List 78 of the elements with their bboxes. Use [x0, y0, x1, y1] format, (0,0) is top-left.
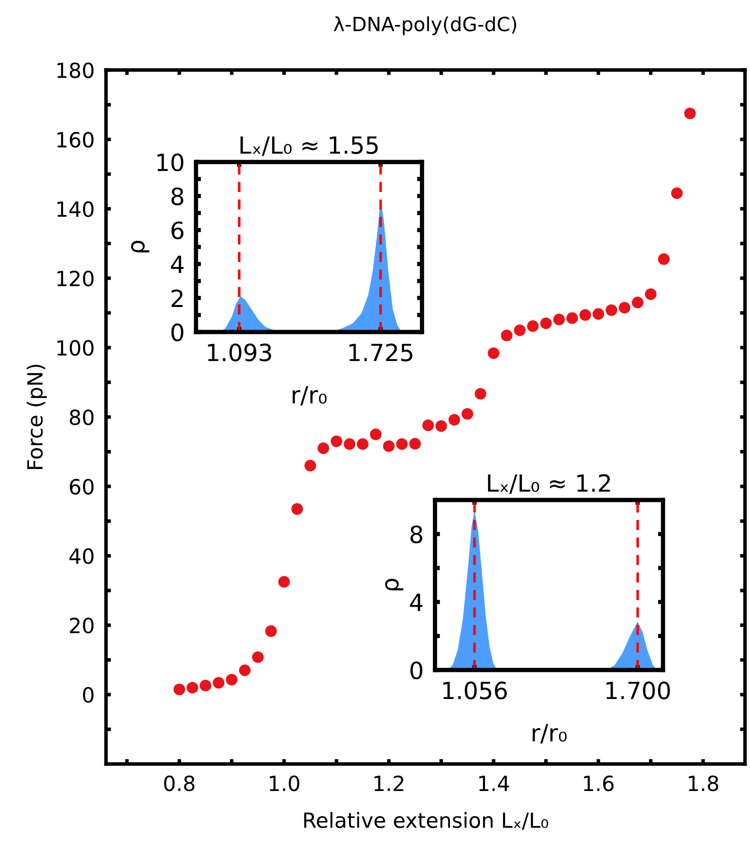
y-tick-label: 20 — [70, 618, 94, 634]
x-tick-label: 1.056 — [443, 682, 507, 700]
point — [396, 438, 408, 450]
point — [252, 651, 264, 663]
chart-title: λ-DNA-poly(dG-dC) — [334, 16, 516, 36]
y-tick-label: 8 — [410, 525, 422, 544]
point — [238, 664, 251, 676]
y-tick-label: 60 — [70, 478, 94, 495]
y-tick-label: 40 — [69, 548, 94, 564]
point — [553, 314, 565, 326]
point — [370, 428, 382, 440]
y-tick-label: 180 — [57, 62, 94, 78]
point — [200, 680, 212, 692]
x-tick-label: 1.0 — [270, 775, 300, 792]
y-tick-label: 8 — [171, 187, 184, 206]
point — [356, 438, 368, 450]
y-tick-label: 4 — [171, 256, 184, 273]
y-axis-title: ρ — [385, 578, 404, 590]
point — [592, 308, 604, 320]
point — [514, 324, 526, 336]
point — [265, 625, 277, 637]
y-tick-label: 140 — [57, 201, 94, 218]
point — [658, 253, 670, 265]
x-tick-label: 1.700 — [606, 682, 670, 700]
y-tick-label: 80 — [70, 409, 94, 426]
point — [448, 414, 460, 426]
x-tick-label: 1.4 — [479, 776, 509, 791]
y-tick-label: 4 — [410, 594, 423, 611]
point — [684, 108, 696, 120]
point — [174, 684, 186, 696]
point — [330, 435, 342, 448]
y-tick-label: 120 — [57, 270, 94, 286]
x-tick-label: 1.8 — [688, 775, 718, 792]
point — [566, 312, 578, 324]
point — [422, 420, 434, 432]
point — [291, 503, 303, 515]
x-axis-title: Relative extension Lₓ/L₀ — [304, 812, 548, 830]
point — [606, 304, 618, 316]
y-tick-label: 0 — [83, 687, 94, 703]
point — [212, 676, 224, 689]
point — [278, 576, 290, 588]
point — [318, 442, 330, 454]
x-tick-label: 1.2 — [374, 775, 404, 791]
x-axis-title: r/r₀ — [532, 724, 567, 744]
y-tick-label: 0 — [171, 323, 184, 342]
point — [488, 347, 500, 359]
point — [344, 438, 356, 450]
point — [304, 460, 316, 472]
y-tick-label: 0 — [410, 661, 422, 680]
point — [540, 318, 552, 330]
y-axis-title: ρ — [131, 240, 150, 252]
point — [226, 674, 238, 686]
y-tick-label: 2 — [172, 289, 183, 307]
y-tick-label: 6 — [172, 221, 184, 240]
x-tick-label: 1.093 — [208, 344, 272, 362]
chart-title: Lₓ/L₀ ≈ 1.55 — [240, 136, 378, 156]
y-axis-title: Force (pN) — [26, 364, 47, 469]
point — [186, 682, 198, 694]
x-tick-label: 1.725 — [349, 344, 412, 362]
point — [500, 330, 512, 342]
x-tick-label: 1.6 — [584, 775, 614, 792]
point — [527, 320, 539, 332]
point — [618, 302, 630, 314]
point — [671, 187, 683, 199]
point — [383, 440, 395, 452]
y-tick-label: 160 — [57, 132, 94, 148]
point — [409, 438, 421, 450]
y-tick-label: 100 — [57, 340, 94, 356]
point — [435, 420, 448, 432]
point — [644, 288, 657, 300]
x-axis-title: r/r₀ — [292, 386, 327, 406]
y-tick-label: 10 — [157, 153, 184, 172]
chart-title: Lₓ/L₀ ≈ 1.2 — [488, 474, 610, 494]
point — [474, 388, 486, 400]
point — [632, 296, 644, 308]
point — [579, 309, 592, 321]
x-tick-label: 0.8 — [164, 775, 194, 792]
point — [462, 408, 474, 420]
